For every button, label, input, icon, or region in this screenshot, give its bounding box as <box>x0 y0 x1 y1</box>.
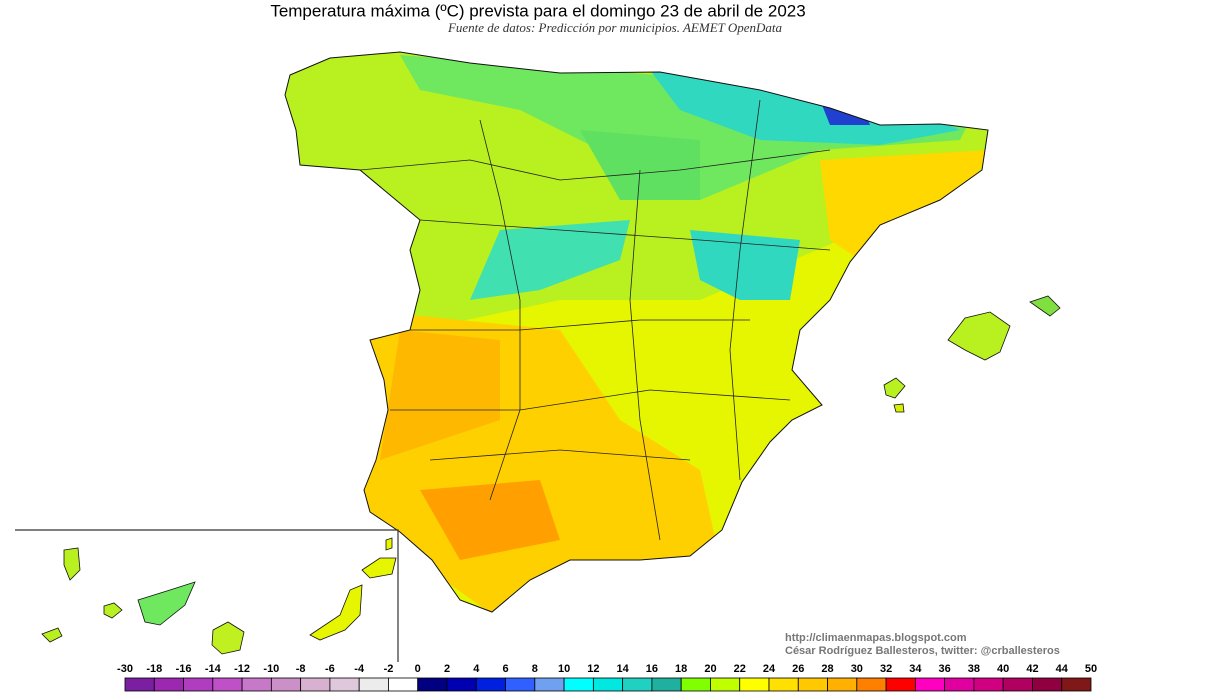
colorbar-swatch <box>739 677 770 692</box>
colorbar-label: 42 <box>1026 663 1038 675</box>
colorbar-swatch <box>241 677 272 692</box>
colorbar-swatch <box>329 677 360 692</box>
colorbar-swatch <box>358 677 389 692</box>
colorbar-label: 8 <box>532 663 538 675</box>
colorbar-swatch <box>768 677 799 692</box>
colorbar-label: -14 <box>205 663 222 675</box>
colorbar-swatch <box>973 677 1004 692</box>
colorbar-label: 32 <box>880 663 892 675</box>
colorbar-swatch <box>505 677 536 692</box>
balearic-islands <box>883 295 1061 413</box>
colorbar-swatch <box>827 677 858 692</box>
colorbar-label: 22 <box>734 663 746 675</box>
colorbar-swatch <box>944 677 975 692</box>
colorbar-swatch <box>417 677 448 692</box>
colorbar-swatch <box>651 677 682 692</box>
colorbar-swatch <box>153 677 184 692</box>
colorbar-swatch <box>563 677 594 692</box>
colorbar-label: 10 <box>558 663 570 675</box>
colorbar-label: -8 <box>296 663 306 675</box>
colorbar-label: 38 <box>968 663 980 675</box>
colorbar-label: 26 <box>792 663 804 675</box>
colorbar-label: 20 <box>704 663 716 675</box>
colorbar-label: -6 <box>325 663 335 675</box>
colorbar-swatch <box>1032 677 1063 692</box>
colorbar-label: 16 <box>646 663 658 675</box>
colorbar-label: -16 <box>176 663 192 675</box>
colorbar-swatch <box>797 677 828 692</box>
colorbar: -30 -18 -16 -14 -12 -10 -8 -6 -4 -2 0 2 4 6 8 10 12 14 16 1… <box>117 663 1097 692</box>
credit-url: http://climaenmapas.blogspot.com <box>785 632 967 644</box>
colorbar-swatch <box>622 677 653 692</box>
colorbar-label: 40 <box>997 663 1009 675</box>
map-subtitle: Fuente de datos: Predicción por municipi… <box>447 20 783 35</box>
colorbar-swatch <box>475 677 506 692</box>
colorbar-label: 18 <box>675 663 687 675</box>
colorbar-swatch <box>710 677 741 692</box>
colorbar-label: 4 <box>473 663 480 675</box>
colorbar-swatch <box>914 677 946 692</box>
colorbar-label: 2 <box>444 663 450 675</box>
colorbar-swatch <box>534 677 565 692</box>
colorbar-swatch <box>183 677 214 692</box>
colorbar-swatch <box>388 677 419 692</box>
colorbar-label: 14 <box>617 663 630 675</box>
colorbar-label: -4 <box>354 663 365 675</box>
colorbar-swatch <box>300 677 331 692</box>
colorbar-label: -18 <box>146 663 162 675</box>
colorbar-swatch <box>446 677 477 692</box>
colorbar-label: 30 <box>851 663 863 675</box>
colorbar-swatch <box>1061 677 1092 692</box>
canary-inset <box>15 529 399 662</box>
colorbar-label: 36 <box>939 663 951 675</box>
colorbar-label: -12 <box>234 663 250 675</box>
colorbar-label: 24 <box>763 663 776 675</box>
colorbar-swatch <box>124 677 155 692</box>
colorbar-label: -30 <box>117 663 133 675</box>
colorbar-label: 50 <box>1085 663 1097 675</box>
colorbar-label: -2 <box>384 663 394 675</box>
colorbar-swatch <box>212 677 243 692</box>
spain-outline <box>284 51 989 613</box>
colorbar-swatch <box>592 677 624 692</box>
colorbar-swatch <box>856 677 887 692</box>
map-title: Temperatura máxima (ºC) prevista para el… <box>270 1 805 20</box>
colorbar-label: 34 <box>909 663 922 675</box>
colorbar-label: 28 <box>821 663 833 675</box>
colorbar-label: 12 <box>587 663 599 675</box>
colorbar-label: 6 <box>502 663 508 675</box>
colorbar-swatch <box>270 677 302 692</box>
credit-author: César Rodríguez Ballesteros, twitter: @c… <box>785 645 1060 657</box>
colorbar-swatch <box>680 677 711 692</box>
colorbar-swatch <box>885 677 916 692</box>
colorbar-label: -10 <box>263 663 279 675</box>
colorbar-swatch <box>1002 677 1033 692</box>
colorbar-label: 44 <box>1056 663 1069 675</box>
colorbar-label: 0 <box>415 663 421 675</box>
